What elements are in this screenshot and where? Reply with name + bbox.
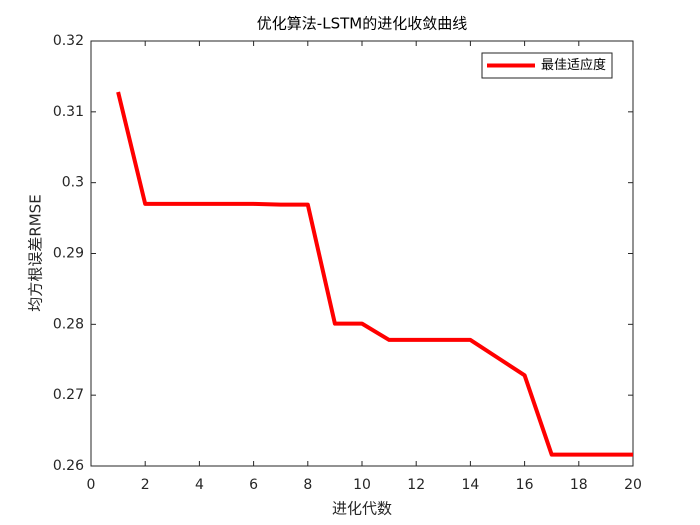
x-tick-label: 0 [87, 477, 96, 493]
y-tick-label: 0.27 [53, 387, 84, 403]
x-tick-label: 14 [461, 477, 479, 493]
x-tick-label: 20 [624, 477, 642, 493]
legend-label: 最佳适应度 [541, 57, 606, 73]
x-tick-label: 18 [570, 477, 588, 493]
x-tick-label: 12 [407, 477, 425, 493]
x-tick-label: 2 [141, 477, 150, 493]
y-tick-label: 0.32 [53, 33, 84, 49]
data-line [116, 91, 633, 457]
x-tick-label: 16 [516, 477, 534, 493]
y-tick-label: 0.26 [53, 458, 84, 474]
x-tick-label: 8 [303, 477, 312, 493]
x-tick-label: 4 [195, 477, 204, 493]
x-tick-label: 10 [353, 477, 371, 493]
chart-title: 优化算法-LSTM的进化收敛曲线 [257, 15, 467, 33]
y-axis-label: 均方根误差RMSE [27, 194, 45, 311]
y-tick-label: 0.28 [53, 316, 84, 332]
y-tick-label: 0.3 [62, 175, 84, 191]
y-tick-label: 0.29 [53, 246, 84, 262]
plot-area [90, 40, 634, 467]
x-tick-label: 6 [249, 477, 258, 493]
x-axis-label: 进化代数 [332, 500, 392, 518]
y-tick-label: 0.31 [53, 104, 84, 120]
